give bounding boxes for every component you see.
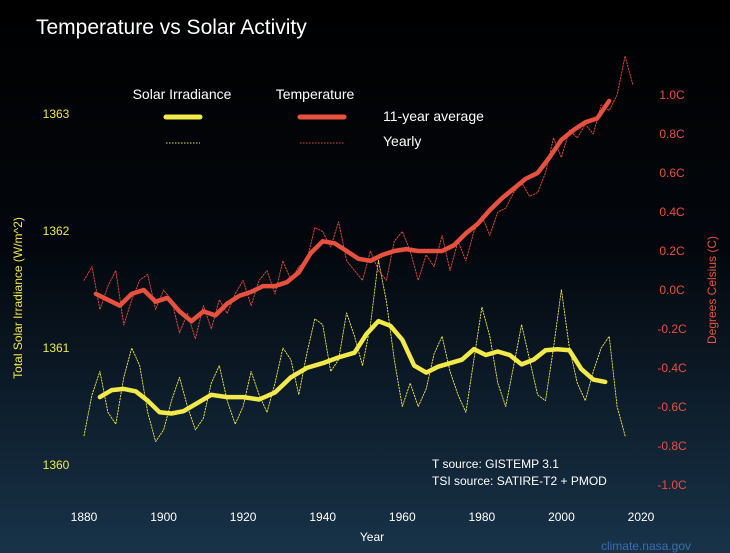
y-right-axis-label: Degrees Celsius (C) xyxy=(705,236,719,344)
legend-row-yearly: Yearly xyxy=(383,133,421,149)
y-right-axis-ticks: -1.0C -0.8C -0.6C -0.4C -0.2C 0.0C 0.2C 0.4C 0.6… xyxy=(657,88,687,492)
legend-header-solar: Solar Irradiance xyxy=(133,86,232,102)
x-tick-label: 1920 xyxy=(230,510,257,524)
series-layer xyxy=(83,55,634,443)
legend: Solar Irradiance Temperature 11-year ave… xyxy=(133,86,485,149)
x-tick-label: 2020 xyxy=(628,510,655,524)
x-tick-label: 1960 xyxy=(389,510,416,524)
y-left-tick-label: 1363 xyxy=(43,107,70,121)
y-right-tick-label: 0.0C xyxy=(659,283,685,297)
y-left-tick-label: 1360 xyxy=(43,458,70,472)
y-right-tick-label: -0.2C xyxy=(657,322,687,336)
y-right-tick-label: 0.4C xyxy=(659,205,685,219)
x-tick-label: 1980 xyxy=(469,510,496,524)
credit-text: climate.nasa.gov xyxy=(601,539,691,553)
x-tick-label: 1940 xyxy=(309,510,336,524)
x-tick-label: 1880 xyxy=(71,510,98,524)
solar-average-line xyxy=(97,318,608,416)
legend-header-temperature: Temperature xyxy=(276,86,355,102)
y-right-tick-label: -0.8C xyxy=(657,439,687,453)
x-axis-label: Year xyxy=(360,530,384,544)
y-left-tick-label: 1361 xyxy=(43,341,70,355)
solar-yearly-line xyxy=(83,259,626,443)
chart-title: Temperature vs Solar Activity xyxy=(36,16,307,39)
y-right-tick-label: -0.6C xyxy=(657,400,687,414)
temperature-average-line xyxy=(93,98,612,324)
x-axis-ticks: 1880 1900 1920 1940 1960 1980 2000 2020 xyxy=(71,510,655,524)
y-right-tick-label: 0.2C xyxy=(659,244,685,258)
y-left-axis-ticks: 1360 1361 1362 1363 xyxy=(43,107,70,472)
y-right-tick-label: 0.6C xyxy=(659,166,685,180)
legend-row-average: 11-year average xyxy=(383,108,484,124)
x-tick-label: 1900 xyxy=(150,510,177,524)
y-left-tick-label: 1362 xyxy=(43,224,70,238)
temperature-yearly-line xyxy=(83,55,634,340)
annotation-t-source: T source: GISTEMP 3.1 xyxy=(432,457,559,471)
annotation-tsi-source: TSI source: SATIRE-T2 + PMOD xyxy=(432,474,607,488)
y-right-tick-label: -1.0C xyxy=(657,478,687,492)
y-left-axis-label: Total Solar Irradiance (W/m^2) xyxy=(11,217,25,379)
y-right-tick-label: 1.0C xyxy=(659,88,685,102)
y-right-tick-label: -0.4C xyxy=(657,361,687,375)
y-right-tick-label: 0.8C xyxy=(659,127,685,141)
x-tick-label: 2000 xyxy=(548,510,575,524)
